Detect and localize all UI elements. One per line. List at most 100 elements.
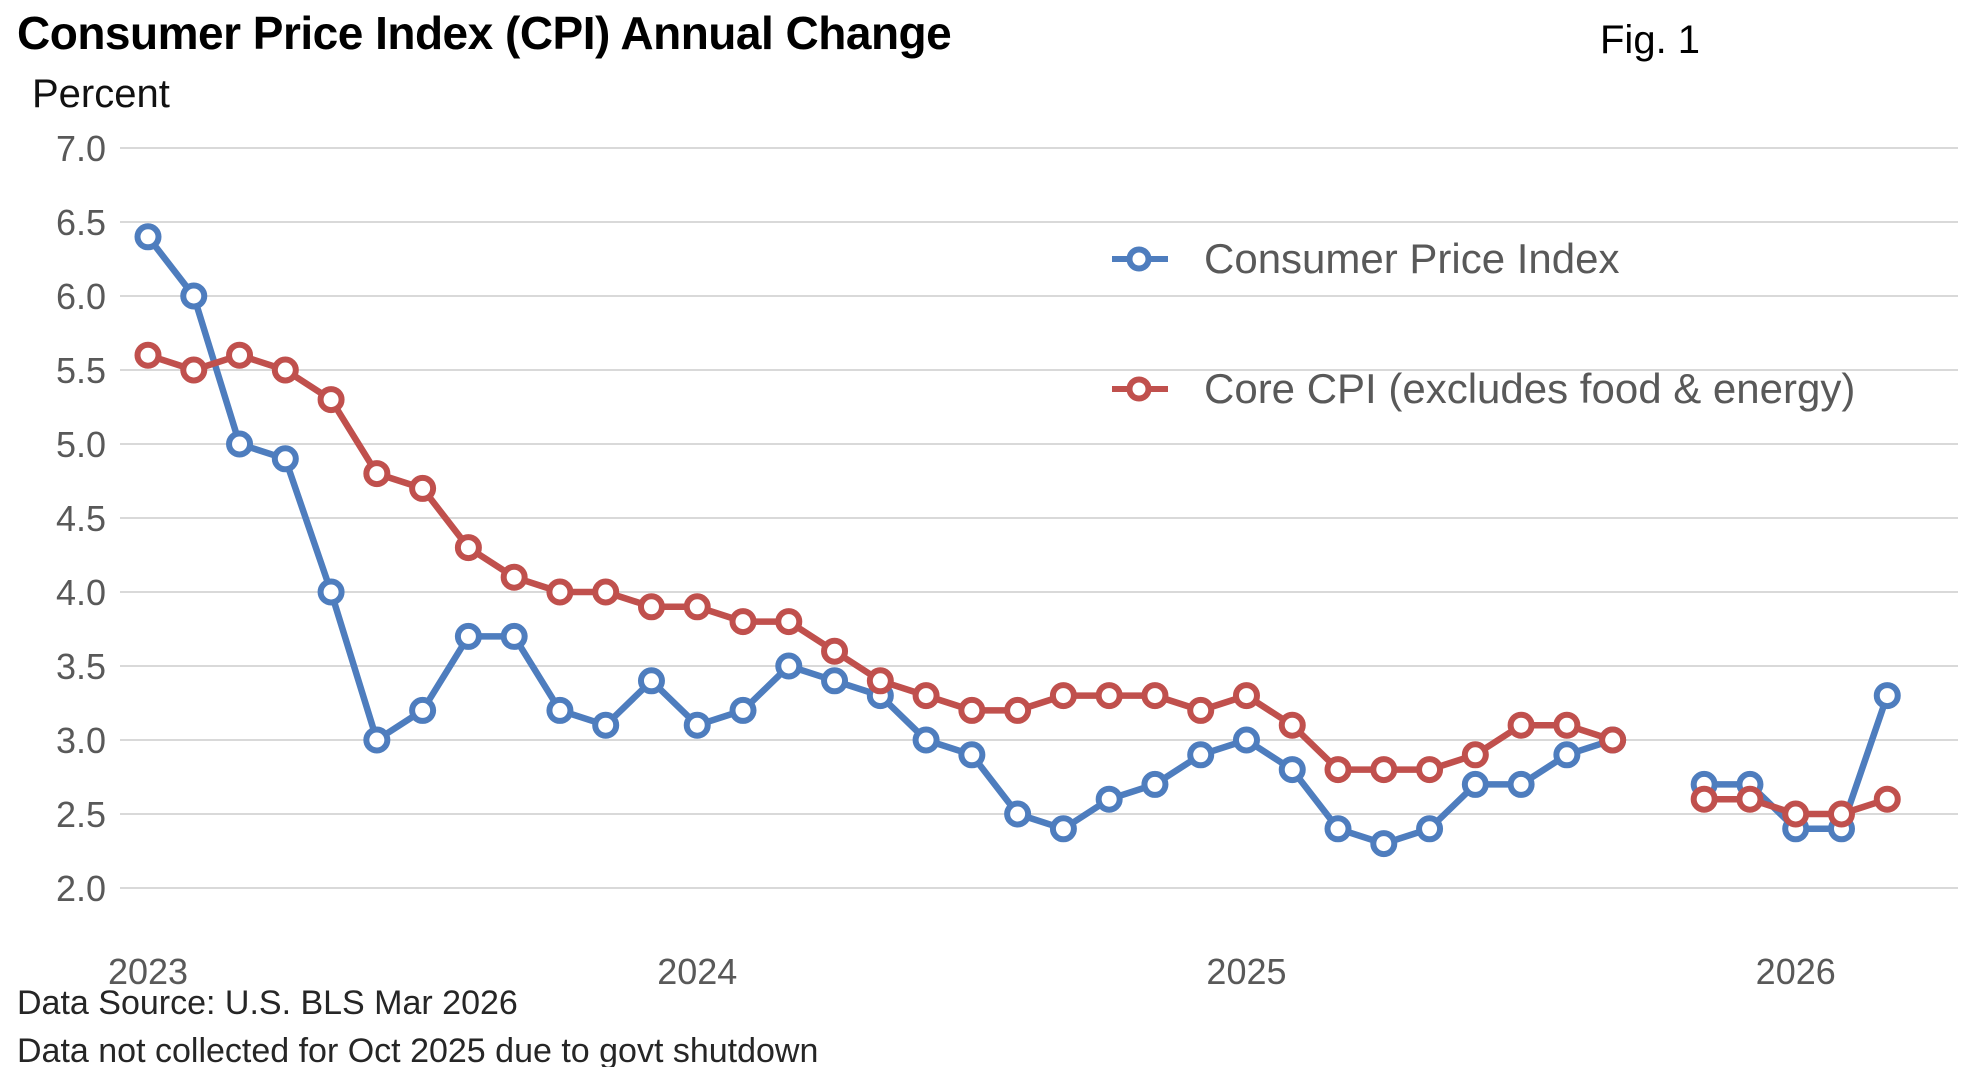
data-point-core xyxy=(271,356,299,384)
y-tick-label: 7.0 xyxy=(56,128,106,169)
data-point-cpi xyxy=(317,578,345,606)
data-point-core xyxy=(409,474,437,502)
data-point-core xyxy=(546,578,574,606)
y-gridlines xyxy=(120,147,1958,889)
legend-label-core-cpi: Core CPI (excludes food & energy) xyxy=(1204,365,1856,412)
series-line-cpi xyxy=(144,233,1891,847)
data-point-cpi xyxy=(1507,770,1535,798)
data-point-core xyxy=(1736,785,1764,813)
data-point-cpi xyxy=(1232,726,1260,754)
data-point-core xyxy=(1232,682,1260,710)
data-point-cpi xyxy=(500,622,528,650)
data-point-core xyxy=(683,593,711,621)
data-point-core xyxy=(1370,756,1398,784)
data-point-cpi xyxy=(637,667,665,695)
legend-label-cpi: Consumer Price Index xyxy=(1204,235,1620,282)
data-point-core xyxy=(454,534,482,562)
data-point-cpi xyxy=(1278,756,1306,784)
data-point-core xyxy=(1553,711,1581,739)
data-point-cpi xyxy=(912,726,940,754)
data-point-cpi xyxy=(1141,770,1169,798)
data-point-core xyxy=(180,356,208,384)
data-point-cpi xyxy=(1187,741,1215,769)
data-point-core xyxy=(1278,711,1306,739)
data-point-core xyxy=(1873,785,1901,813)
data-point-core xyxy=(592,578,620,606)
core-cpi-legend-marker-icon xyxy=(1112,376,1168,402)
series-line-core xyxy=(144,351,1891,818)
y-tick-label: 2.5 xyxy=(56,794,106,835)
data-point-core xyxy=(1461,741,1489,769)
x-tick-labels: 2023 2024 2025 2026 xyxy=(108,951,1836,992)
data-point-core xyxy=(958,696,986,724)
x-tick-label: 2023 xyxy=(108,951,188,992)
figure-number: Fig. 1 xyxy=(1600,18,1701,62)
data-point-core xyxy=(317,386,345,414)
data-point-core xyxy=(1782,800,1810,828)
data-point-core xyxy=(363,460,391,488)
data-point-core xyxy=(1004,696,1032,724)
y-tick-label: 3.5 xyxy=(56,646,106,687)
series-markers-core xyxy=(134,341,1901,828)
data-point-core xyxy=(775,608,803,636)
data-point-cpi xyxy=(1553,741,1581,769)
data-point-core xyxy=(1049,682,1077,710)
chart-title: Consumer Price Index (CPI) Annual Change xyxy=(17,7,952,59)
data-point-cpi xyxy=(226,430,254,458)
x-tick-label: 2025 xyxy=(1206,951,1286,992)
data-point-cpi xyxy=(729,696,757,724)
data-point-core xyxy=(1507,711,1535,739)
y-axis-unit-label: Percent xyxy=(32,72,170,116)
legend-item-core-cpi: Core CPI (excludes food & energy) xyxy=(1112,365,1856,412)
data-point-core xyxy=(912,682,940,710)
shutdown-note: Data not collected for Oct 2025 due to g… xyxy=(17,1032,819,1067)
data-point-core xyxy=(1827,800,1855,828)
x-tick-label: 2026 xyxy=(1756,951,1836,992)
data-point-cpi xyxy=(1324,815,1352,843)
data-point-core xyxy=(821,637,849,665)
data-point-cpi xyxy=(1461,770,1489,798)
data-source-note: Data Source: U.S. BLS Mar 2026 xyxy=(17,984,518,1022)
data-point-cpi xyxy=(134,223,162,251)
data-point-cpi xyxy=(592,711,620,739)
x-tick-label: 2024 xyxy=(657,951,737,992)
data-point-cpi xyxy=(1095,785,1123,813)
y-tick-label: 3.0 xyxy=(56,720,106,761)
data-point-cpi xyxy=(775,652,803,680)
cpi-legend-marker-icon xyxy=(1112,246,1168,272)
y-tick-label: 4.5 xyxy=(56,498,106,539)
data-point-core xyxy=(1416,756,1444,784)
data-point-core xyxy=(866,667,894,695)
data-point-cpi xyxy=(1049,815,1077,843)
data-point-cpi xyxy=(180,282,208,310)
data-point-core xyxy=(1599,726,1627,754)
data-point-cpi xyxy=(271,445,299,473)
y-tick-label: 6.0 xyxy=(56,276,106,317)
y-tick-label: 5.5 xyxy=(56,350,106,391)
data-point-cpi xyxy=(454,622,482,650)
data-point-core xyxy=(226,341,254,369)
legend-item-cpi: Consumer Price Index xyxy=(1112,235,1620,282)
data-point-core xyxy=(729,608,757,636)
y-tick-label: 5.0 xyxy=(56,424,106,465)
data-point-core xyxy=(1187,696,1215,724)
data-point-cpi xyxy=(1873,682,1901,710)
data-point-cpi xyxy=(1004,800,1032,828)
data-point-cpi xyxy=(958,741,986,769)
data-point-cpi xyxy=(821,667,849,695)
data-point-cpi xyxy=(1370,830,1398,858)
y-tick-labels: 7.0 6.5 6.0 5.5 5.0 4.5 4.0 3.5 3.0 2.5 2.0 xyxy=(56,128,106,909)
data-point-cpi xyxy=(546,696,574,724)
data-point-core xyxy=(637,593,665,621)
y-tick-label: 2.0 xyxy=(56,868,106,909)
data-point-core xyxy=(1324,756,1352,784)
data-point-core xyxy=(500,563,528,591)
data-point-cpi xyxy=(1416,815,1444,843)
y-tick-label: 4.0 xyxy=(56,572,106,613)
data-point-core xyxy=(1690,785,1718,813)
y-tick-label: 6.5 xyxy=(56,202,106,243)
data-point-core xyxy=(1141,682,1169,710)
data-point-cpi xyxy=(363,726,391,754)
